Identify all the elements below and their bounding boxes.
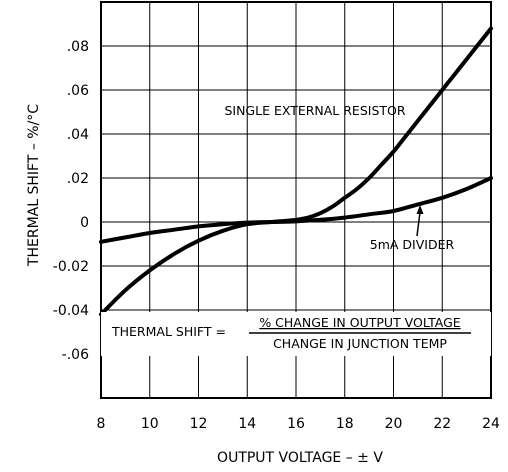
- x-tick-label: 10: [141, 416, 159, 432]
- x-tick-label: 22: [433, 416, 451, 432]
- x-tick-label: 18: [336, 416, 354, 432]
- plot-frame: [100, 1, 492, 399]
- formula-lhs: THERMAL SHIFT =: [111, 324, 226, 339]
- y-tick-labels: .08 .06 .04 .02 0 -0.02 -0.04 -.06: [53, 39, 89, 363]
- x-tick-label: 16: [287, 416, 305, 432]
- x-tick-labels: 8 10 12 14 16 18 20 22 24: [97, 416, 500, 432]
- single-resistor-label: SINGLE EXTERNAL RESISTOR: [224, 103, 405, 118]
- x-tick-label: 20: [385, 416, 403, 432]
- y-tick-label: .06: [67, 83, 89, 99]
- formula-denominator: CHANGE IN JUNCTION TEMP: [273, 336, 447, 351]
- y-tick-label: .02: [67, 171, 89, 187]
- x-tick-label: 12: [190, 416, 208, 432]
- y-tick-label: -0.04: [53, 303, 89, 319]
- formula-numerator: % CHANGE IN OUTPUT VOLTAGE: [259, 315, 460, 330]
- y-tick-label: -.06: [62, 347, 89, 363]
- x-tick-label: 8: [97, 416, 106, 432]
- x-tick-label: 14: [238, 416, 256, 432]
- y-tick-label: .04: [67, 127, 89, 143]
- y-axis-label: THERMAL SHIFT – %/°C: [26, 104, 42, 267]
- y-tick-label: 0: [80, 215, 89, 231]
- series-line-single-external-resistor: [99, 26, 493, 317]
- y-tick-label: -0.02: [53, 259, 89, 275]
- divider-label: 5mA DIVIDER: [370, 237, 455, 252]
- divider-pointer-arrow: [416, 211, 421, 237]
- x-axis-label: OUTPUT VOLTAGE – ± V: [217, 450, 383, 466]
- series-line-5ma-divider: [99, 176, 493, 244]
- y-tick-label: .08: [67, 39, 89, 55]
- divider-arrowhead: [416, 205, 424, 214]
- formula-box: [101, 312, 491, 356]
- x-tick-label: 24: [482, 416, 500, 432]
- curves: [99, 26, 493, 317]
